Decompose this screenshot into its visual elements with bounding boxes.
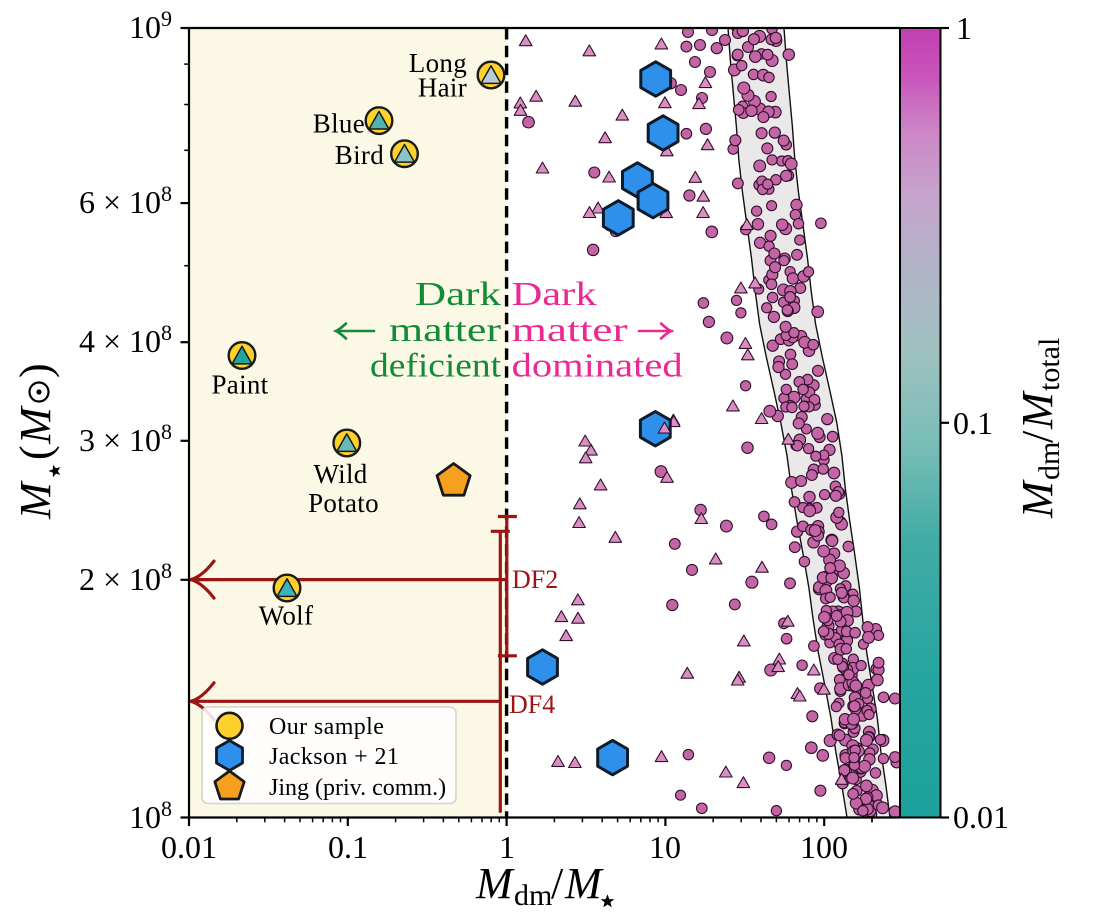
- svg-text:Wild: Wild: [313, 459, 367, 489]
- svg-text:1: 1: [499, 829, 515, 865]
- svg-text:Wolf: Wolf: [259, 601, 314, 631]
- svg-text:dm: dm: [514, 879, 552, 912]
- svg-text:/: /: [1013, 430, 1062, 443]
- svg-text:M: M: [11, 405, 60, 445]
- svg-text:9: 9: [161, 6, 172, 31]
- svg-text:3 × 10: 3 × 10: [79, 422, 161, 458]
- svg-text:0.01: 0.01: [161, 829, 217, 865]
- svg-text:6 × 10: 6 × 10: [79, 184, 161, 220]
- svg-text:M: M: [11, 480, 60, 520]
- svg-text:): ): [11, 363, 60, 378]
- svg-text:Dark: Dark: [415, 276, 501, 313]
- svg-text:Our sample: Our sample: [269, 714, 384, 740]
- svg-text:8: 8: [161, 181, 172, 206]
- svg-text:0.01: 0.01: [953, 799, 1009, 835]
- svg-text:8: 8: [161, 796, 172, 821]
- svg-text:M: M: [1013, 390, 1062, 430]
- svg-text:10: 10: [129, 799, 161, 835]
- svg-text:0.1: 0.1: [953, 405, 993, 441]
- svg-text:Hair: Hair: [418, 73, 467, 103]
- svg-text:total: total: [1033, 338, 1066, 391]
- svg-text:8: 8: [161, 320, 172, 345]
- svg-text:0.1: 0.1: [328, 829, 368, 865]
- svg-text:deficient: deficient: [370, 348, 502, 385]
- svg-text:M: M: [564, 859, 604, 908]
- svg-text:Dark: Dark: [512, 276, 597, 313]
- svg-text:dm: dm: [1033, 442, 1066, 480]
- svg-text:Bird: Bird: [335, 140, 384, 170]
- svg-text:Blue: Blue: [313, 109, 365, 139]
- svg-text:2 × 10: 2 × 10: [79, 561, 161, 597]
- svg-text:dominated: dominated: [512, 348, 683, 385]
- svg-text:Potato: Potato: [308, 488, 379, 518]
- svg-text:Jing (priv. comm.): Jing (priv. comm.): [269, 775, 446, 801]
- svg-text:DF2: DF2: [512, 565, 558, 594]
- svg-text:Jackson + 21: Jackson + 21: [269, 744, 399, 770]
- svg-text:M: M: [475, 859, 515, 908]
- svg-text:Paint: Paint: [211, 370, 268, 400]
- svg-text:10: 10: [129, 9, 161, 45]
- svg-text:100: 100: [800, 829, 848, 865]
- svg-text:8: 8: [161, 558, 172, 583]
- svg-text:1: 1: [956, 10, 972, 46]
- svg-text:(: (: [11, 445, 60, 460]
- svg-text:Long: Long: [409, 48, 467, 78]
- svg-text:DF4: DF4: [509, 690, 555, 719]
- svg-text:8: 8: [161, 419, 172, 444]
- svg-text:/: /: [551, 859, 564, 908]
- svg-text:4 × 10: 4 × 10: [79, 323, 161, 359]
- svg-text:M: M: [1013, 479, 1062, 519]
- svg-text:matter: matter: [512, 312, 629, 349]
- svg-text:10: 10: [649, 829, 681, 865]
- svg-text:matter: matter: [389, 312, 502, 349]
